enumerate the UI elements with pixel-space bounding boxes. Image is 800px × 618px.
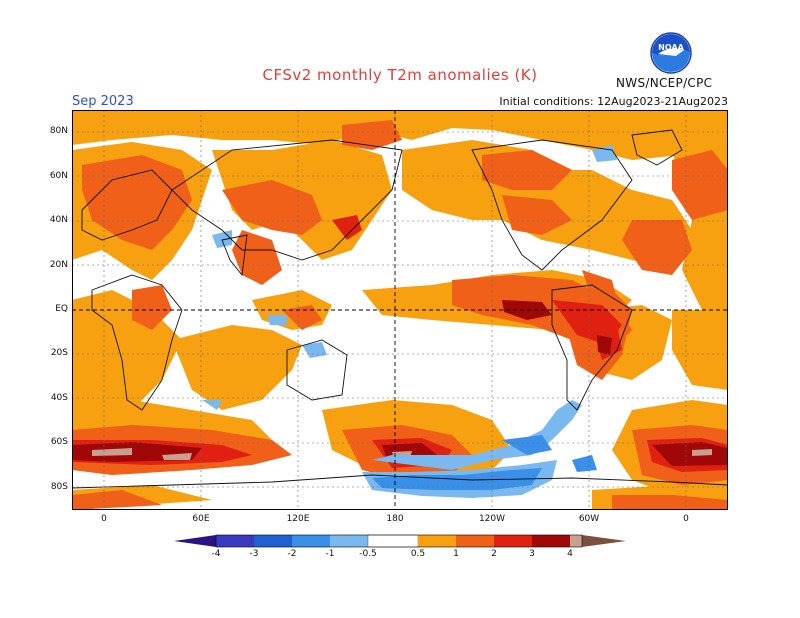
- lat-tick-label: 80N: [49, 126, 68, 137]
- lon-tick-label: 60E: [192, 514, 210, 524]
- lat-tick-label: 40S: [50, 392, 68, 403]
- colorbar-bin: [456, 535, 494, 547]
- graticule: [72, 110, 728, 510]
- colorbar-tick-label: -1: [325, 549, 335, 559]
- colorbar-tick-label: 0.5: [410, 549, 426, 559]
- lon-tick-label: 0: [683, 514, 689, 524]
- colorbar-tick-label: -2: [287, 549, 297, 559]
- colorbar-above-max: [582, 535, 626, 547]
- initial-conditions: Initial conditions: 12Aug2023-21Aug2023: [499, 95, 728, 108]
- lon-tick-label: 120W: [478, 514, 506, 524]
- agency-label: NWS/NCEP/CPC: [616, 76, 713, 90]
- colorbar-bin: [418, 535, 456, 547]
- lat-tick-label: 60S: [50, 437, 68, 448]
- colorbar-tick-label: 1: [453, 549, 459, 559]
- lat-tick-label: 80S: [50, 481, 68, 492]
- anomaly-map: [72, 110, 728, 510]
- colorbar-bin: [216, 535, 254, 547]
- lon-tick-label: 0: [101, 514, 107, 524]
- reference-lines: [72, 110, 728, 510]
- lon-tick-label: 60W: [578, 514, 600, 524]
- forecast-month: Sep 2023: [72, 94, 134, 109]
- noaa-logo-icon: NOAA: [650, 32, 692, 74]
- lon-tick-label: 120E: [286, 514, 310, 524]
- lat-tick-label: 20S: [50, 348, 68, 359]
- lon-tick-label: 180: [386, 514, 404, 524]
- lat-tick-label: EQ: [55, 304, 68, 314]
- map-frame: [72, 110, 728, 510]
- colorbar-bin: [254, 535, 292, 547]
- lat-tick-label: 20N: [49, 259, 68, 270]
- colorbar-tick-label: 3: [529, 549, 535, 559]
- colorbar-tick-label: -0.5: [359, 549, 377, 559]
- colorbar-below-min: [174, 535, 216, 547]
- lat-tick-label: 40N: [49, 215, 68, 226]
- colorbar: [174, 534, 626, 548]
- colorbar-bin: [330, 535, 368, 547]
- colorbar-bin: [532, 535, 570, 547]
- colorbar-bin: [494, 535, 532, 547]
- chart-title: CFSv2 monthly T2m anomalies (K): [262, 66, 538, 84]
- colorbar-bin: [292, 535, 330, 547]
- colorbar-tick-label: -4: [211, 549, 221, 559]
- colorbar-tick-label: -3: [249, 549, 259, 559]
- colorbar-bin: [570, 535, 582, 547]
- colorbar-tick-label: 4: [567, 549, 573, 559]
- colorbar-tick-label: 2: [491, 549, 497, 559]
- lat-tick-label: 60N: [49, 170, 68, 181]
- logo-text: NOAA: [658, 43, 684, 52]
- colorbar-bin: [367, 534, 419, 548]
- coastlines: [72, 129, 728, 489]
